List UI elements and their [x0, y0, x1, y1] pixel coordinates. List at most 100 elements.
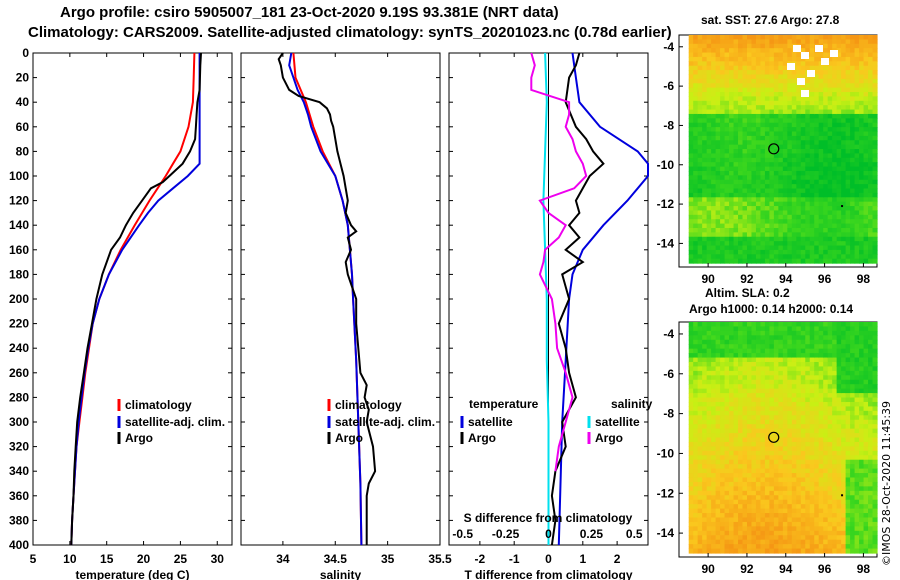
sst-map-pixel — [711, 201, 717, 207]
sst-map-pixel — [796, 83, 802, 89]
sst-map-pixel — [697, 96, 703, 102]
sla-map-pixel — [729, 468, 735, 474]
sst-map-pixel — [720, 113, 726, 119]
sst-map-pixel — [782, 144, 788, 150]
sst-map-pixel — [715, 232, 721, 238]
sst-map-pixel — [868, 144, 874, 150]
sla-map-pixel — [715, 499, 721, 505]
sla-map-pixel — [850, 548, 856, 554]
sst-map-pixel — [823, 162, 829, 168]
sla-map-pixel — [809, 477, 815, 483]
sst-map-pixel — [791, 249, 797, 255]
sst-map-pixel — [787, 236, 793, 242]
sst-map-pixel — [850, 258, 856, 264]
sla-map-pixel — [720, 348, 726, 354]
sla-map-pixel — [706, 530, 712, 536]
sla-map-pixel — [827, 326, 833, 332]
sst-map-pixel — [742, 74, 748, 80]
sla-map-pixel — [818, 495, 824, 501]
sla-map-pixel — [724, 415, 730, 421]
sst-map-pixel — [738, 122, 744, 128]
sla-map-pixel — [769, 548, 775, 554]
sst-map-pixel — [841, 74, 847, 80]
sst-map-pixel — [746, 219, 753, 225]
sst-map-pixel — [872, 192, 878, 198]
sst-map-pixel — [760, 100, 766, 106]
sst-map-pixel — [733, 113, 739, 119]
sst-map-pixel — [778, 219, 784, 225]
sst-map-pixel — [742, 227, 748, 233]
sla-map-pixel — [720, 406, 726, 412]
sla-map-pixel — [733, 357, 739, 363]
sst-map-ytick-label: -8 — [663, 118, 674, 132]
sst-map-pixel — [787, 219, 793, 225]
sst-map-pixel — [706, 245, 712, 251]
sst-map-pixel — [863, 188, 869, 194]
sst-map-pixel — [769, 105, 775, 111]
sla-map-pixel — [805, 326, 811, 332]
sst-map-pixel — [836, 192, 842, 198]
sla-map-pixel — [796, 330, 802, 336]
sst-map-pixel — [751, 56, 757, 62]
sla-map-pixel — [800, 499, 806, 505]
sst-map-pixel — [796, 179, 802, 185]
sst-map-pixel — [760, 241, 766, 247]
sst-map-pixel — [787, 78, 793, 84]
sst-map-pixel — [823, 227, 829, 233]
sst-map-pixel — [706, 74, 712, 80]
sla-map-pixel — [782, 419, 788, 425]
sst-map-pixel — [706, 96, 712, 102]
sla-map-pixel — [764, 424, 770, 430]
sst-map-pixel — [729, 100, 735, 106]
sla-map-pixel — [720, 370, 726, 376]
sla-map-pixel — [827, 504, 833, 510]
sla-map-pixel — [805, 477, 811, 483]
sst-map-pixel — [738, 140, 744, 146]
sla-map-pixel — [751, 535, 757, 541]
sst-map-pixel — [773, 65, 779, 71]
sst-map-pixel — [782, 258, 788, 264]
sst-map-pixel — [702, 192, 708, 198]
sst-map-pixel — [711, 144, 717, 150]
sla-map-pixel — [782, 486, 788, 492]
sla-map-pixel — [854, 361, 860, 368]
sla-map-pixel — [814, 415, 820, 421]
sla-map-pixel — [850, 393, 856, 399]
sla-map-pixel — [814, 370, 820, 376]
sst-map-pixel — [832, 254, 838, 260]
sla-map-pixel — [733, 539, 739, 545]
sst-map-pixel — [755, 254, 762, 260]
sla-map-pixel — [872, 539, 878, 545]
sla-map-pixel — [755, 486, 762, 492]
sla-map-pixel — [796, 530, 802, 536]
sla-map-pixel — [841, 326, 847, 332]
sla-map-pixel — [715, 322, 721, 328]
sst-map-pixel — [738, 100, 744, 106]
sst-map-pixel — [845, 122, 851, 128]
sla-map-pixel — [841, 544, 847, 550]
sla-map-pixel — [872, 433, 878, 439]
sst-map-pixel — [836, 78, 842, 84]
sst-map-pixel — [841, 131, 847, 137]
sla-map-pixel — [823, 513, 829, 519]
sla-map-pixel — [818, 473, 824, 479]
sst-map-pixel — [787, 122, 793, 128]
sla-map-pixel — [832, 513, 838, 519]
sst-map-pixel — [742, 201, 748, 207]
sst-map-pixel — [706, 179, 712, 185]
sst-map-pixel — [872, 210, 878, 216]
sla-map-pixel — [827, 446, 833, 452]
sla-map-pixel — [746, 428, 753, 434]
sst-map-pixel — [872, 113, 878, 119]
sla-map-pixel — [863, 490, 869, 496]
sst-map-pixel — [818, 92, 824, 98]
sst-map-pixel — [854, 74, 860, 80]
sla-map-pixel — [738, 513, 744, 519]
sst-map-pixel — [706, 214, 712, 220]
sst-map-pixel — [814, 113, 820, 119]
sst-map-pixel — [868, 254, 874, 260]
temperature-profile-xtick-label: 15 — [100, 552, 114, 566]
sst-map-pixel — [868, 118, 874, 124]
sst-map-pixel — [773, 74, 779, 80]
sla-map-pixel — [738, 326, 744, 332]
